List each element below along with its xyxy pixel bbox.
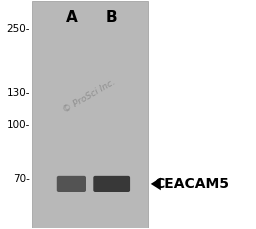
Text: A: A: [66, 10, 77, 25]
Text: 100-: 100-: [6, 120, 30, 130]
Text: 250-: 250-: [6, 24, 30, 34]
Text: 70-: 70-: [13, 174, 30, 184]
FancyBboxPatch shape: [93, 176, 130, 192]
Text: 130-: 130-: [6, 88, 30, 98]
Bar: [32, 1, 148, 228]
FancyBboxPatch shape: [57, 176, 86, 192]
Polygon shape: [151, 177, 161, 190]
Text: B: B: [106, 10, 118, 25]
Text: © ProSci Inc.: © ProSci Inc.: [61, 78, 117, 115]
Text: CEACAM5: CEACAM5: [155, 177, 230, 191]
